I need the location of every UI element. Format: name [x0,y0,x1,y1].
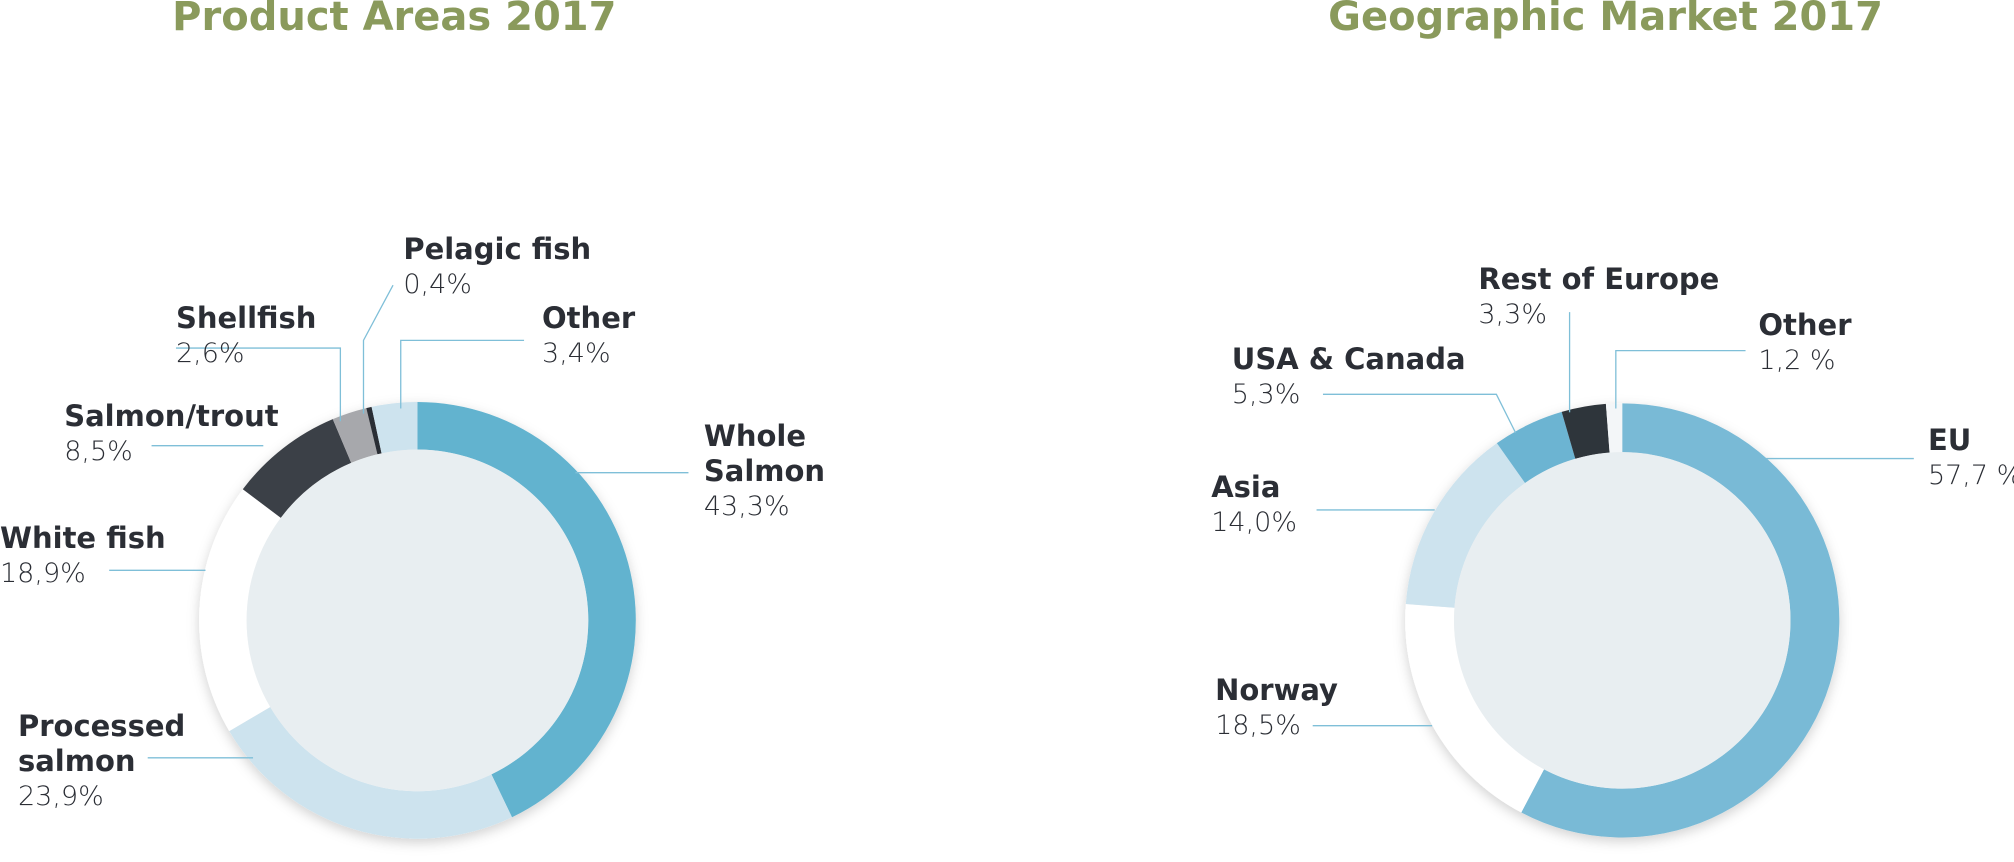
donut-segment [229,707,513,839]
leader-line [1615,350,1746,409]
donut-segment [1561,403,1610,459]
slice-label: Other 3,4% [542,301,635,371]
slice-name: Whole Salmon [703,418,826,488]
slice-name: White fish [0,521,166,556]
donut-segment [1405,443,1526,608]
leader-line [175,347,342,422]
slice-value: 18,5% [1215,710,1301,742]
slice-label: Other 1,2 % [1758,308,1851,378]
slice-label: White fish 18,9% [0,521,166,591]
donut-segment [1605,403,1623,453]
slice-name: Pelagic fish [403,232,592,267]
slice-label: Processed salmon 23,9% [18,709,191,814]
donut [199,402,636,839]
slice-name: USA & Canada [1231,341,1466,376]
slice-label: Shellfish 2,6% [176,301,316,371]
donut [1405,403,1840,838]
donut-hole [1453,452,1791,789]
slice-name: Processed salmon [17,709,186,778]
donut-hole [246,449,589,792]
slice-label: Norway 18,5% [1215,673,1338,743]
slice-value: 8,5% [64,436,133,468]
slice-label: Whole Salmon 43,3% [704,419,832,524]
donut-segment [1521,403,1840,838]
slice-label: Asia 14,0% [1211,470,1297,540]
chart-title: Geographic Market 2017 [1328,0,1883,40]
donut-segment [199,489,281,732]
leader-line [362,284,394,414]
slice-value: 14,0% [1211,507,1297,539]
donut-segment [1496,411,1576,484]
donut-segment [366,406,382,455]
slice-name: Shellfish [175,300,317,335]
slice-name: Norway [1215,673,1338,708]
slice-value: 5,3% [1231,378,1301,410]
slice-value: 1,2 % [1758,345,1836,377]
slice-value: 57,7 % [1927,459,2014,491]
slice-label: Pelagic fish 0,4% [403,232,591,302]
slice-value: 18,9% [0,558,86,590]
leader-line [1322,393,1517,434]
slice-label: Salmon/trout 8,5% [64,399,278,469]
slice-name: EU [1927,422,1972,457]
slice-name: Rest of Europe [1478,262,1720,297]
slice-value: 3,3% [1478,299,1547,331]
donut-segment [242,419,352,518]
slice-value: 23,9% [17,781,104,812]
donut-segment [1405,604,1544,813]
slice-value: 2,6% [175,337,245,369]
donut-segment [417,402,636,818]
donut-segment [371,402,418,454]
slice-name: Salmon/trout [64,399,279,434]
slice-name: Asia [1211,470,1281,505]
leader-line [400,339,525,409]
slice-value: 0,4% [403,269,472,301]
slice-label: EU 57,7 % [1928,423,2014,493]
chart-title: Product Areas 2017 [172,0,617,40]
slice-value: 3,4% [542,337,611,369]
slice-name: Other [1758,308,1852,343]
donut-segment [332,408,378,463]
slice-name: Other [542,300,636,335]
slice-value: 43,3% [703,490,790,522]
slice-label: USA & Canada 5,3% [1232,342,1466,412]
slice-label: Rest of Europe 3,3% [1478,262,1719,332]
